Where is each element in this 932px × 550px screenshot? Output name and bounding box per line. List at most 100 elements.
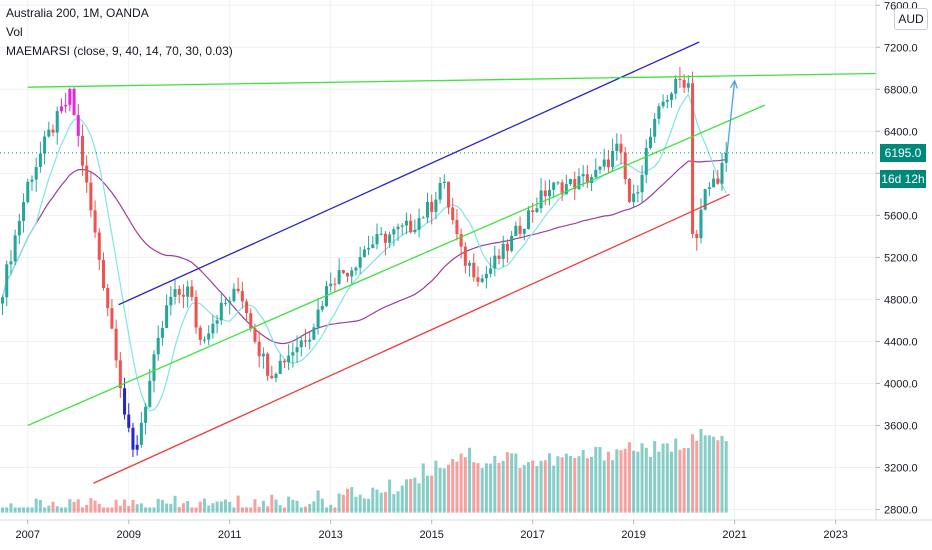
volume-bar [644,447,648,513]
candle-body [114,328,118,361]
volume-bar [552,465,556,513]
projection-arrow-line [726,80,736,153]
candle-body [34,167,38,180]
volume-bar [707,435,711,513]
candle-body [240,291,244,302]
volume-bar [38,499,42,513]
volume-bar [139,503,143,513]
volume-bar [623,448,627,513]
candle-body [707,187,711,190]
volume-bar [219,501,223,513]
volume-bar [152,507,156,513]
volume-bar [724,441,728,513]
candle-body [287,355,291,363]
volume-bar [93,500,97,513]
indicator-legend[interactable]: MAEMARSI (close, 9, 40, 14, 70, 30, 0.03… [6,44,233,58]
volume-bar [379,492,383,513]
candle-body [379,233,383,235]
volume-bar [346,488,350,513]
candle-body [165,305,169,328]
candle-body [526,210,530,229]
candle-body [257,341,261,357]
candle-body [76,115,80,136]
volume-bar [287,496,291,513]
candle-body [459,234,463,247]
x-tick-label: 2015 [419,529,443,541]
volume-bar [299,507,303,513]
candle-body [476,277,480,282]
volume-bar [350,487,354,513]
y-tick-label: 5200.0 [884,252,918,264]
volume-bar [640,443,644,513]
candle-body [594,169,598,178]
volume-bar [392,494,396,513]
candle-body [93,210,97,233]
candle-body [312,327,316,340]
volume-bar [232,507,236,513]
candle-body [59,106,63,112]
candle-body [383,233,387,243]
volume-bar [59,507,63,513]
volume-bar [186,501,190,513]
candle-body [396,226,400,230]
volume-bar [354,496,358,513]
candle-body [720,162,724,184]
volume-bar [1,507,5,513]
candle-body [497,255,501,260]
candle-body [362,249,366,258]
candle-body [577,176,581,190]
candle-body [127,414,131,428]
volume-bar [135,504,139,513]
symbol-legend[interactable]: Australia 200, 1M, OANDA [6,6,149,20]
volume-bar [712,436,716,513]
volume-bar [295,500,299,513]
candle-body [522,228,526,234]
candle-body [644,148,648,175]
candle-body [434,199,438,212]
y-tick-label: 5600.0 [884,210,918,222]
volume-bar [97,503,101,513]
volume-bar [245,507,249,513]
volume-bar [438,467,442,513]
candle-body [72,88,76,116]
candle-body [716,178,720,184]
price-axis-panel [876,0,932,550]
candle-body [489,268,493,274]
volume-legend[interactable]: Vol [6,25,23,39]
volume-bar [451,459,455,513]
candle-body [627,178,631,203]
x-tick-label: 2013 [318,529,342,541]
volume-bar [160,499,164,513]
candle-body [409,220,413,233]
volume-bar [686,448,690,513]
candle-body [712,178,716,188]
volume-bar [661,443,665,513]
volume-bar [85,504,89,513]
volume-bar [303,506,307,513]
candle-body [190,286,194,298]
candle-body [514,225,518,236]
volume-bar [194,507,198,513]
x-tick-label: 2017 [520,529,544,541]
candle-body [539,190,543,209]
volume-bar [400,485,404,513]
candle-body [245,301,249,314]
candle-body [169,296,173,306]
volume-bar [585,458,589,513]
y-tick-label: 6800.0 [884,84,918,96]
volume-bar [535,466,539,513]
volume-bar [636,451,640,513]
volume-bar [55,506,59,513]
candle-body [219,302,223,321]
projection-arrow-head [729,79,738,89]
candle-body [261,353,265,357]
candle-body [375,233,379,245]
volume-bar [383,491,387,513]
candle-body [320,306,324,310]
candle-body [13,235,17,262]
volume-bar [375,489,379,513]
volume-bar [169,503,173,513]
candle-body [43,136,47,154]
volume-bar [468,447,472,513]
currency-button[interactable]: AUD [894,8,928,30]
